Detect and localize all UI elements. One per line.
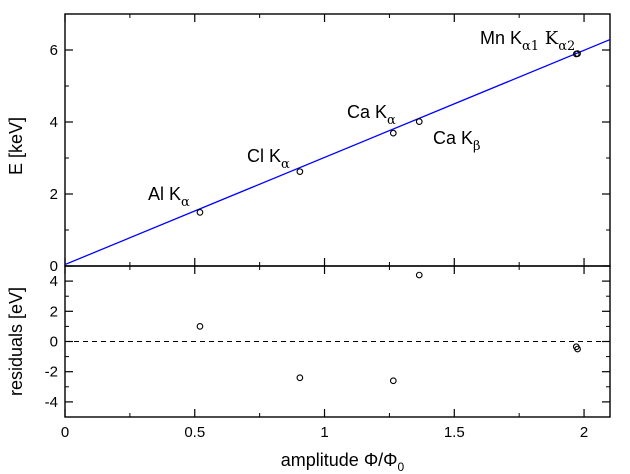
annotation-sub: β (473, 139, 481, 154)
x-axis-label: amplitude Φ/Φ0 (281, 450, 405, 474)
label-al-k-alpha: Al Kα (148, 184, 190, 210)
fit-line (65, 38, 610, 266)
residual-point (296, 374, 304, 382)
annotation-main: Ca K (433, 128, 473, 148)
x-axis-label-sub: 0 (398, 460, 405, 474)
residual-point (574, 345, 581, 353)
annotation-sub: α (387, 113, 396, 128)
annotation-sub: α1 (522, 39, 539, 54)
y-axis-label-energy: E [keV] (6, 117, 26, 175)
calibration-point (296, 168, 304, 176)
annotation-main: Cl K (247, 146, 281, 166)
label-cl-k-alpha: Cl Kα (247, 146, 290, 172)
x-tick-label: 0 (61, 424, 69, 441)
y-tick-label: 2 (50, 186, 58, 203)
annotation-main: Al K (148, 184, 181, 204)
label-ca-k-beta: Ca Kβ (433, 128, 481, 154)
residuals-panel: 0 0.5 1 1.5 2 -4 -2 0 2 4 (45, 265, 611, 441)
annotation-main: Mn K (480, 28, 522, 48)
label-mn-k-alpha: Mn Kα1 Kα2 (480, 28, 575, 54)
residual-point (389, 377, 397, 385)
x-tick-label: 0.5 (184, 424, 205, 441)
x-tick-label: 1.5 (444, 424, 465, 441)
y-tick-label: 6 (50, 42, 58, 59)
calibration-point (415, 118, 423, 125)
x-tick-label: 2 (580, 424, 588, 441)
annotation-main: Ca K (347, 102, 387, 122)
annotation-mid: K (539, 28, 559, 49)
label-ca-k-alpha: Ca Kα (347, 102, 396, 128)
y-tick-label: -2 (45, 364, 58, 381)
annotation-sub: α (281, 157, 290, 172)
residual-point (196, 323, 204, 330)
y-tick-label: 2 (50, 303, 58, 320)
x-tick-label: 1 (320, 424, 328, 441)
x-axis-label-main: amplitude Φ/Φ (281, 450, 398, 470)
annotation-sub2: α2 (558, 39, 575, 54)
calibration-point (389, 129, 397, 137)
calibration-point (196, 209, 204, 216)
y-tick-label: 0 (50, 334, 58, 351)
residual-point (415, 271, 423, 279)
calibration-point (574, 50, 581, 57)
y-tick-label: -4 (45, 394, 58, 411)
y-tick-label: 4 (50, 114, 58, 131)
y-tick-label: 0 (50, 258, 58, 275)
y-tick-label: 4 (50, 273, 58, 290)
y-axis-label-residuals: residuals [eV] (6, 287, 26, 396)
annotation-sub: α (181, 195, 190, 210)
